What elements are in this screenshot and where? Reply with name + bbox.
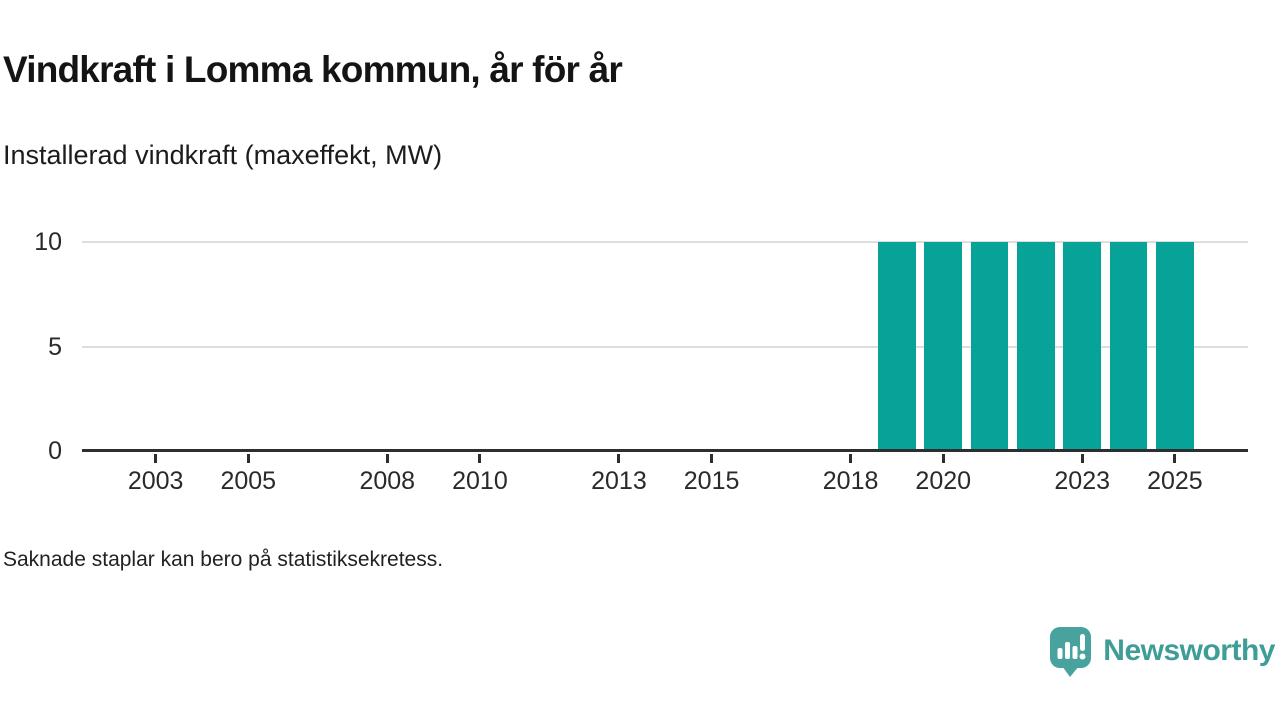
x-tick-2015 [710,454,714,463]
bar-2023 [1063,242,1101,451]
logo-text: Newsworthy [1103,634,1275,667]
x-tick-2003 [154,454,158,463]
y-tick-label-5: 5 [48,332,62,361]
x-tick-2008 [385,454,389,463]
x-tick-2023 [1080,454,1084,463]
bar-2025 [1156,242,1194,451]
y-axis: 0 5 10 [0,228,62,465]
x-tick-label-2008: 2008 [359,467,416,495]
chart-subtitle: Installerad vindkraft (maxeffekt, MW) [3,140,443,170]
bar-2024 [1109,242,1148,451]
x-tick-label-2025: 2025 [1147,467,1203,495]
x-axis-line [82,449,1248,452]
x-tick-label-2018: 2018 [822,467,879,495]
bar-2022 [1017,242,1055,451]
y-tick-label-0: 0 [48,437,62,465]
newsworthy-bar-chart-speech-bubble-icon [1050,627,1092,677]
x-tick-label-2005: 2005 [220,467,277,495]
gridline-10 [82,241,1248,243]
x-tick-label-2020: 2020 [915,467,972,495]
bar-2021 [970,242,1009,451]
newsworthy-logo: Newsworthy [1048,625,1275,677]
x-tick-label-2003: 2003 [127,467,184,495]
footnote: Saknade staplar kan bero på statistiksek… [3,548,444,571]
plot-area: 2003 2005 2008 2010 2013 2015 2018 2020 2023 2025 [82,241,1248,495]
x-tick-2025 [1173,454,1177,463]
bar-2020 [924,242,962,451]
x-tick-label-2010: 2010 [452,467,508,495]
x-tick-2005 [246,454,250,463]
x-tick-2013 [617,454,621,463]
x-tick-2020 [941,454,945,463]
chart-title: Vindkraft i Lomma kommun, år för år [3,49,623,90]
x-tick-2010 [478,454,482,463]
y-tick-label-10: 10 [34,228,62,256]
gridline-5 [82,345,1248,348]
bar-2019 [878,242,916,451]
x-tick-label-2023: 2023 [1054,467,1111,495]
x-tick-label-2015: 2015 [683,467,740,495]
x-tick-2018 [849,454,853,463]
x-tick-label-2013: 2013 [591,467,647,495]
